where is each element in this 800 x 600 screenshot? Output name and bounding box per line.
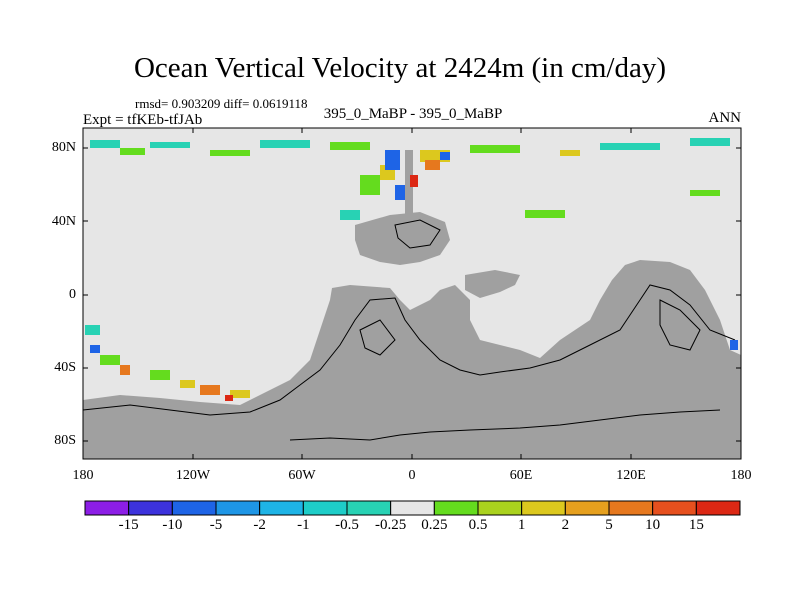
colorbar-swatch <box>215 500 261 516</box>
colorbar-label: 2 <box>561 517 570 533</box>
colorbar-swatch <box>521 500 566 516</box>
lat-label-80s: 80S <box>54 433 76 448</box>
lon-label-120e: 120E <box>616 468 646 483</box>
lon-label-180w: 180 <box>72 468 94 483</box>
land-island-east <box>465 270 520 298</box>
colorbar-swatch <box>477 500 523 516</box>
colorbar-label: -10 <box>162 517 183 533</box>
colorbar-label: 0.25 <box>421 517 448 533</box>
colorbar-swatch <box>433 500 479 516</box>
colorbar-swatch <box>259 500 304 516</box>
colorbar-label: 0.5 <box>468 517 488 533</box>
colorbar-swatch <box>171 500 217 516</box>
colorbar-label: 1 <box>517 517 526 533</box>
stats-line: rmsd= 0.903209 diff= 0.0619118 <box>135 96 308 111</box>
colorbar-swatch <box>390 500 435 516</box>
land-north-block <box>355 212 450 265</box>
axis-ticks <box>83 128 741 459</box>
lon-label-60e: 60E <box>509 468 533 483</box>
colorbar-swatch <box>346 500 392 516</box>
land-masses <box>83 150 741 459</box>
colorbar-swatch <box>695 500 741 516</box>
plot-title: Ocean Vertical Velocity at 2424m (in cm/… <box>133 52 667 84</box>
colorbar-swatch <box>84 500 130 516</box>
season-label: ANN <box>708 110 742 126</box>
colorbar-swatch <box>608 500 654 516</box>
lon-label-0: 0 <box>408 468 416 483</box>
case-label: 395_0_MaBP - 395_0_MaBP <box>323 106 503 122</box>
colorbar-label: -0.25 <box>375 517 407 533</box>
lat-label-80n: 80N <box>51 140 76 155</box>
lon-label-120w: 120W <box>175 468 211 483</box>
land-strait <box>405 150 413 215</box>
lat-label-40s: 40S <box>54 360 76 375</box>
colorbar-label: -5 <box>209 517 223 533</box>
colorbar-swatch <box>128 500 173 516</box>
colorbar-label: -2 <box>253 517 266 533</box>
lat-label-40n: 40N <box>51 214 76 229</box>
lat-label-0: 0 <box>69 287 76 302</box>
lon-label-180e: 180 <box>730 468 752 483</box>
land-antarctica <box>83 260 741 459</box>
colorbar-label: -1 <box>297 517 310 533</box>
colorbar-label: -15 <box>118 517 139 533</box>
colorbar-swatch <box>652 500 697 516</box>
experiment-label: Expt = tfKEb-tfJAb <box>83 112 203 128</box>
colorbar-label: 15 <box>688 517 704 533</box>
colorbar-label: 10 <box>645 517 661 533</box>
colorbar <box>84 500 741 516</box>
colorbar-label: 5 <box>605 517 613 533</box>
colorbar-label: -0.5 <box>335 517 359 533</box>
velocity-field <box>85 138 738 401</box>
colorbar-swatch <box>564 500 610 516</box>
lon-label-60w: 60W <box>288 468 316 483</box>
colorbar-swatch <box>302 500 348 516</box>
coastlines <box>82 219 736 441</box>
